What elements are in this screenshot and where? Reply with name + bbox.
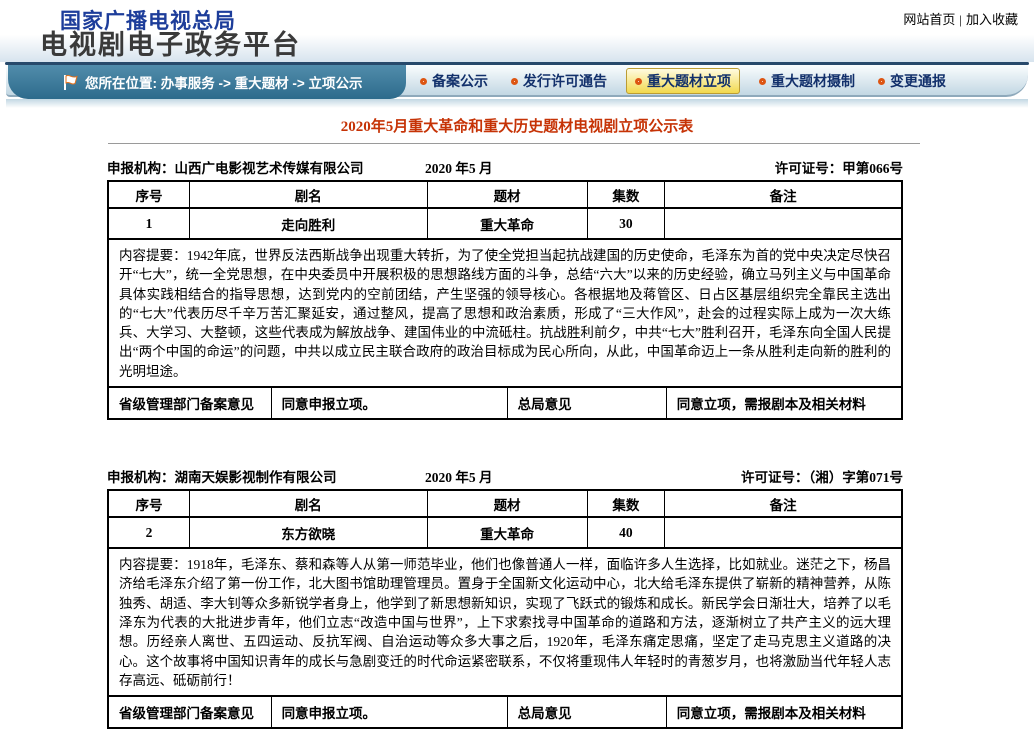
cell-notes	[664, 209, 901, 238]
col-header-title: 剧名	[188, 182, 427, 207]
col-header-notes: 备注	[664, 491, 901, 517]
record-block-2: 申报机构：湖南天娱影视制作有限公司 2020 年5 月 许可证号：（湘）字第07…	[107, 466, 903, 729]
project-table: 序号 剧名 题材 集数 备注 2 东方欲晓 重大革命 40 内容提要：1918年…	[107, 489, 903, 729]
content-summary: 内容提要：1942年底，世界反法西斯战争出现重大转折，为了使全党担当起抗战建国的…	[119, 248, 891, 379]
page-title: 2020年5月重大革命和重大历史题材电视剧立项公示表	[340, 119, 694, 135]
col-header-subject: 题材	[426, 182, 587, 207]
license-number: 许可证号：（湘）字第071号	[741, 470, 903, 486]
tab-label: 重大题材立项	[647, 73, 731, 89]
cell-title: 东方欲晓	[188, 518, 427, 548]
tab-label: 备案公示	[432, 73, 488, 89]
provincial-opinion-label: 省级管理部门备案意见	[119, 397, 254, 413]
opinions-row: 省级管理部门备案意见 同意申报立项。 总局意见 同意立项，需报剧本及相关材料	[109, 695, 901, 728]
col-header-subject: 题材	[426, 491, 587, 517]
cell-subject: 重大革命	[426, 518, 587, 548]
col-header-index: 序号	[135, 497, 163, 513]
applicant-org: 申报机构：湖南天娱影视制作有限公司	[107, 470, 337, 486]
report-date: 2020 年5 月	[425, 161, 493, 176]
cell-episodes: 40	[586, 518, 665, 548]
cell-title: 走向胜利	[188, 209, 427, 238]
tab-change-notice[interactable]: 变更通报	[874, 69, 950, 93]
content-summary: 内容提要：1918年，毛泽东、蔡和森等人从第一师范毕业，他们也像普通人一样，面临…	[119, 557, 891, 688]
platform-title: 电视剧电子政务平台	[0, 28, 1034, 62]
home-link[interactable]: 网站首页	[903, 12, 956, 27]
provincial-opinion-label: 省级管理部门备案意见	[119, 706, 254, 722]
tab-label: 变更通报	[890, 73, 946, 89]
radio-icon	[635, 77, 642, 85]
provincial-opinion-value: 同意申报立项。	[270, 388, 507, 419]
flag-icon	[62, 74, 78, 91]
project-table: 序号 剧名 题材 集数 备注 1 走向胜利 重大革命 30 内容提要：1942年…	[107, 180, 903, 421]
table-header-row: 序号 剧名 题材 集数 备注	[109, 182, 901, 207]
cell-subject: 重大革命	[426, 209, 587, 238]
tab-record-publicity[interactable]: 备案公示	[416, 69, 492, 93]
bureau-opinion-label: 总局意见	[506, 388, 666, 419]
radio-icon	[420, 77, 427, 85]
tab-major-subject-production[interactable]: 重大题材摄制	[755, 69, 859, 93]
col-header-index: 序号	[135, 188, 163, 204]
main-nav: 您所在位置: 办事服务 -> 重大题材 -> 立项公示 备案公示 发行许可通告 …	[0, 62, 1034, 99]
applicant-org: 申报机构：山西广电影视艺术传媒有限公司	[107, 161, 364, 176]
tab-label: 重大题材摄制	[771, 73, 855, 89]
summary-row: 内容提要：1942年底，世界反法西斯战争出现重大转折，为了使全党担当起抗战建国的…	[109, 238, 901, 386]
link-separator: |	[959, 12, 962, 27]
provincial-opinion-value: 同意申报立项。	[270, 697, 507, 728]
site-header: 国家广播电视总局 网站首页 | 加入收藏	[0, 0, 1034, 33]
bureau-opinion-value: 同意立项，需报剧本及相关材料	[665, 388, 901, 419]
col-header-title: 剧名	[188, 491, 427, 517]
title-divider	[108, 143, 920, 144]
table-header-row: 序号 剧名 题材 集数 备注	[109, 491, 901, 517]
record-block-1: 申报机构：山西广电影视艺术传媒有限公司 2020 年5 月 许可证号：甲第066…	[107, 157, 903, 421]
cell-index: 2	[145, 524, 153, 540]
license-number: 许可证号：甲第066号	[774, 161, 903, 176]
site-logo-text[interactable]: 国家广播电视总局	[60, 10, 236, 33]
col-header-episodes: 集数	[586, 182, 665, 207]
table-row: 2 东方欲晓 重大革命 40	[109, 516, 901, 548]
nav-top-line	[5, 62, 1029, 65]
radio-icon	[759, 77, 766, 85]
favorite-link[interactable]: 加入收藏	[965, 12, 1018, 27]
bureau-opinion-label: 总局意见	[506, 697, 666, 728]
summary-row: 内容提要：1918年，毛泽东、蔡和森等人从第一师范毕业，他们也像普通人一样，面临…	[109, 547, 901, 695]
record-info: 申报机构：山西广电影视艺术传媒有限公司 2020 年5 月 许可证号：甲第066…	[107, 157, 903, 176]
cell-episodes: 30	[586, 209, 665, 238]
nav-tabs: 备案公示 发行许可通告 重大题材立项 重大题材摄制 变更通报	[416, 65, 950, 97]
nav-fade-band	[6, 99, 1028, 108]
opinions-row: 省级管理部门备案意见 同意申报立项。 总局意见 同意立项，需报剧本及相关材料	[109, 386, 901, 419]
table-row: 1 走向胜利 重大革命 30	[109, 207, 901, 238]
report-date: 2020 年5 月	[425, 470, 493, 486]
col-header-notes: 备注	[664, 182, 901, 207]
tab-major-subject-approval[interactable]: 重大题材立项	[626, 68, 740, 94]
tab-distribution-license[interactable]: 发行许可通告	[507, 69, 611, 93]
radio-icon	[878, 77, 885, 85]
cell-index: 1	[145, 215, 153, 231]
breadcrumb: 您所在位置: 办事服务 -> 重大题材 -> 立项公示	[8, 65, 406, 99]
cell-notes	[664, 518, 901, 548]
record-info: 申报机构：湖南天娱影视制作有限公司 2020 年5 月 许可证号：（湘）字第07…	[107, 466, 903, 486]
tab-label: 发行许可通告	[523, 73, 607, 89]
content-area: 申报机构：山西广电影视艺术传媒有限公司 2020 年5 月 许可证号：甲第066…	[107, 157, 903, 729]
col-header-episodes: 集数	[586, 491, 665, 517]
radio-icon	[511, 77, 518, 85]
breadcrumb-text[interactable]: 您所在位置: 办事服务 -> 重大题材 -> 立项公示	[85, 76, 363, 91]
top-links: 网站首页 | 加入收藏	[903, 9, 1018, 28]
bureau-opinion-value: 同意立项，需报剧本及相关材料	[665, 697, 901, 728]
